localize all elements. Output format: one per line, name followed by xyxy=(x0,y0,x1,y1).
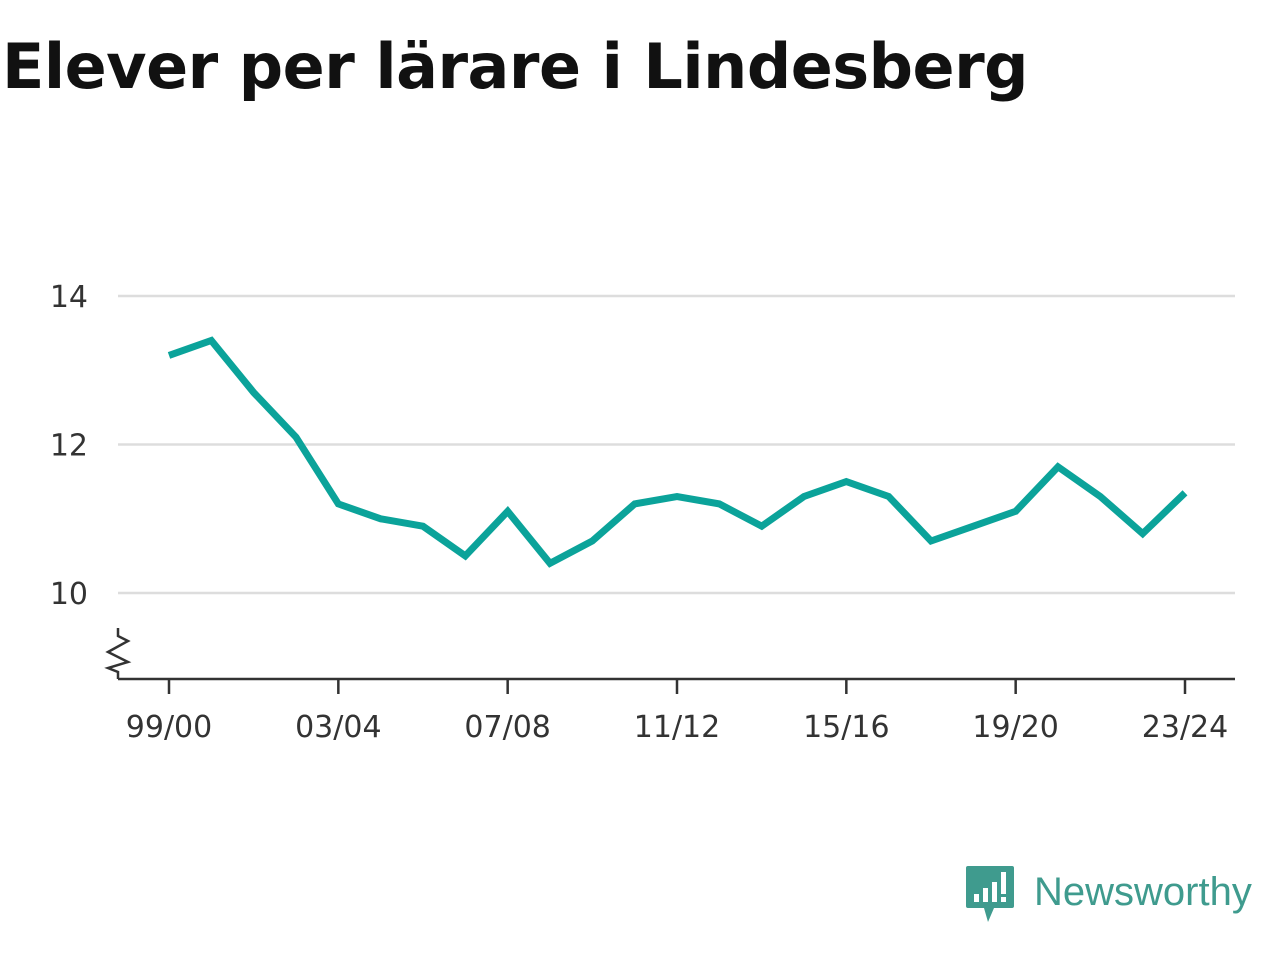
y-tick-label: 10 xyxy=(50,577,88,612)
y-axis-ticks: 10 12 14 xyxy=(50,280,88,612)
newsworthy-logo-icon xyxy=(966,866,1014,922)
y-tick-label: 12 xyxy=(50,429,88,464)
x-tick-label: 99/00 xyxy=(126,710,212,745)
axis-break-icon xyxy=(104,628,132,679)
x-tick-label: 19/20 xyxy=(972,710,1058,745)
series-group xyxy=(167,336,1188,568)
x-axis xyxy=(104,628,1235,681)
chart-title: Elever per lärare i Lindesberg xyxy=(2,30,1029,103)
series-line xyxy=(167,336,1188,568)
brand-name: Newsworthy xyxy=(1034,869,1252,914)
y-tick-label: 14 xyxy=(50,280,88,315)
x-tick-label: 23/24 xyxy=(1142,710,1228,745)
x-tick-label: 03/04 xyxy=(295,710,381,745)
x-tick-label: 15/16 xyxy=(803,710,889,745)
x-tick-label: 11/12 xyxy=(634,710,720,745)
grid-lines xyxy=(118,294,1235,595)
brand: Newsworthy xyxy=(964,864,1252,924)
x-tick-label: 07/08 xyxy=(464,710,550,745)
x-axis-ticks: 99/00 03/04 07/08 11/12 15/16 19/20 23/24 xyxy=(126,679,1228,745)
